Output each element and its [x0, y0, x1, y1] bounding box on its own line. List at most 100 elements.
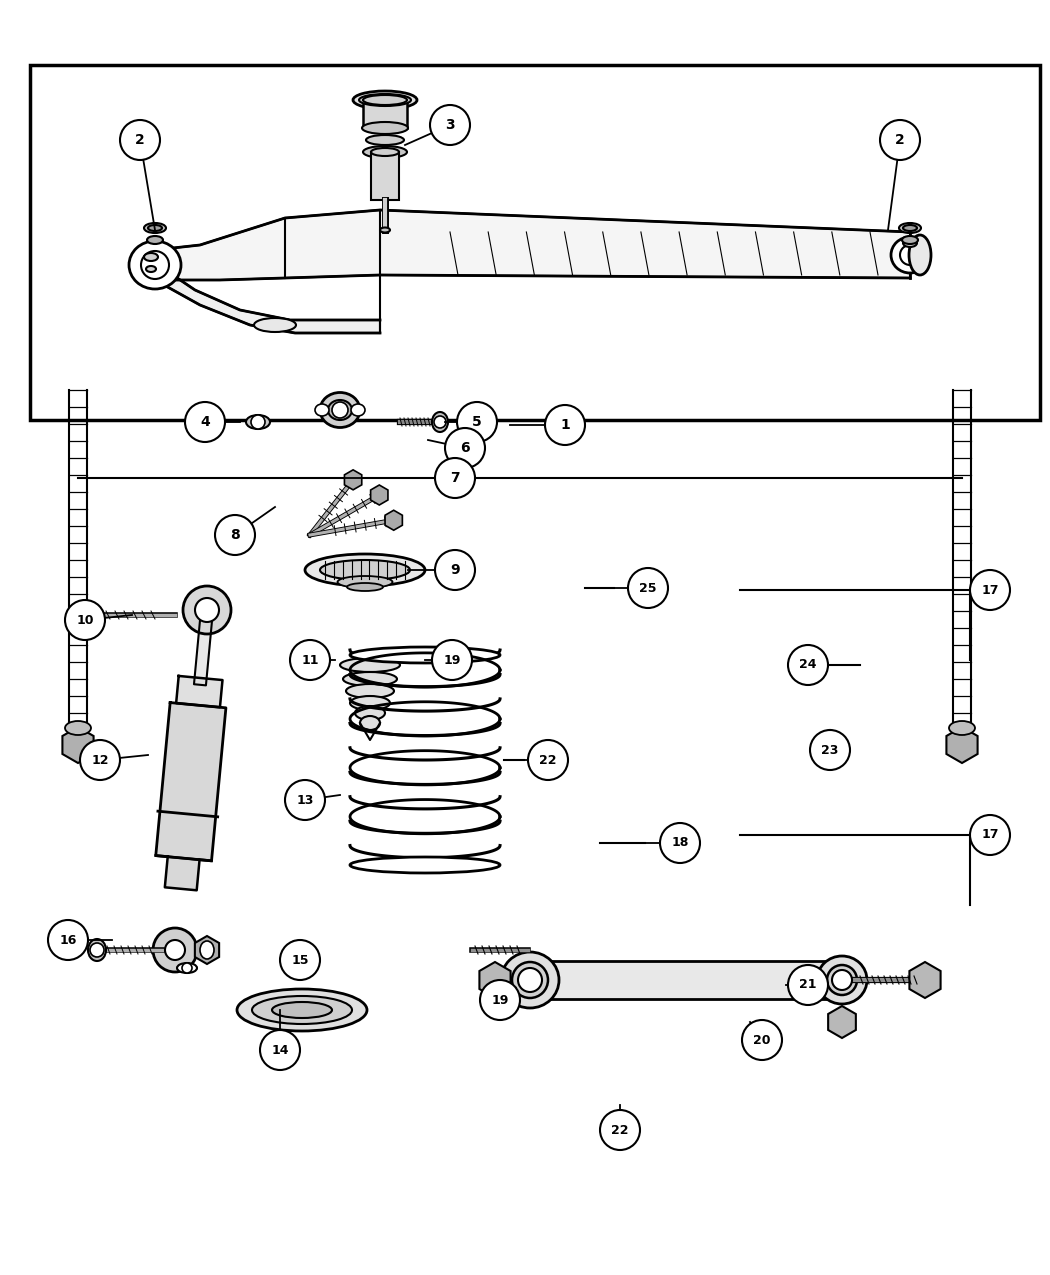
- Text: 5: 5: [472, 414, 482, 428]
- Text: 10: 10: [77, 613, 93, 626]
- Ellipse shape: [359, 94, 411, 106]
- Ellipse shape: [899, 223, 921, 233]
- Ellipse shape: [88, 938, 106, 961]
- Ellipse shape: [320, 560, 410, 580]
- Text: 6: 6: [460, 441, 469, 455]
- Ellipse shape: [129, 241, 181, 289]
- Circle shape: [285, 780, 326, 820]
- Ellipse shape: [501, 952, 559, 1009]
- Circle shape: [480, 980, 520, 1020]
- Ellipse shape: [363, 147, 407, 158]
- Circle shape: [78, 608, 92, 622]
- Ellipse shape: [351, 404, 365, 416]
- Circle shape: [545, 405, 585, 445]
- Ellipse shape: [902, 236, 918, 244]
- Ellipse shape: [76, 604, 94, 626]
- Circle shape: [788, 645, 828, 685]
- Circle shape: [832, 970, 852, 989]
- Circle shape: [280, 940, 320, 980]
- Circle shape: [80, 740, 120, 780]
- Ellipse shape: [512, 963, 548, 998]
- Text: 25: 25: [639, 581, 656, 594]
- Ellipse shape: [891, 237, 929, 273]
- Ellipse shape: [903, 238, 917, 247]
- Ellipse shape: [200, 941, 214, 959]
- Circle shape: [628, 567, 668, 608]
- Ellipse shape: [340, 658, 400, 672]
- Ellipse shape: [237, 989, 368, 1031]
- Ellipse shape: [827, 965, 857, 994]
- Circle shape: [251, 414, 265, 428]
- Text: 24: 24: [799, 658, 817, 672]
- Ellipse shape: [371, 148, 399, 156]
- Circle shape: [120, 120, 160, 159]
- Text: 22: 22: [611, 1123, 629, 1136]
- Text: 2: 2: [135, 133, 145, 147]
- Text: 2: 2: [895, 133, 905, 147]
- Text: 22: 22: [540, 754, 557, 766]
- Ellipse shape: [252, 996, 352, 1024]
- Circle shape: [970, 815, 1010, 856]
- Circle shape: [182, 963, 192, 973]
- Ellipse shape: [320, 393, 360, 427]
- Circle shape: [153, 928, 197, 972]
- Circle shape: [600, 1111, 640, 1150]
- Ellipse shape: [350, 646, 500, 663]
- Polygon shape: [165, 857, 200, 890]
- Text: 8: 8: [230, 528, 239, 542]
- Circle shape: [434, 416, 446, 428]
- Text: 19: 19: [491, 993, 508, 1006]
- Circle shape: [65, 601, 105, 640]
- Ellipse shape: [363, 96, 407, 105]
- Ellipse shape: [432, 412, 448, 432]
- Text: 4: 4: [201, 414, 210, 428]
- Ellipse shape: [146, 266, 156, 272]
- Text: 15: 15: [291, 954, 309, 966]
- Circle shape: [660, 822, 700, 863]
- Circle shape: [445, 428, 485, 468]
- Text: 16: 16: [59, 933, 77, 946]
- Polygon shape: [155, 210, 910, 280]
- Text: 9: 9: [450, 564, 460, 578]
- Circle shape: [290, 640, 330, 680]
- Bar: [30, 65, 1040, 419]
- Circle shape: [810, 731, 851, 770]
- Ellipse shape: [343, 672, 397, 686]
- Bar: [363, 99, 407, 128]
- Ellipse shape: [246, 414, 270, 428]
- Text: 17: 17: [982, 829, 999, 842]
- Circle shape: [432, 640, 472, 680]
- Ellipse shape: [380, 227, 390, 232]
- Ellipse shape: [315, 404, 329, 416]
- Text: 19: 19: [443, 654, 461, 667]
- Polygon shape: [155, 703, 226, 861]
- Ellipse shape: [346, 683, 394, 697]
- Circle shape: [183, 586, 231, 634]
- Text: 20: 20: [753, 1034, 771, 1047]
- Polygon shape: [194, 609, 213, 686]
- Circle shape: [880, 120, 920, 159]
- Circle shape: [430, 105, 470, 145]
- Text: 17: 17: [982, 584, 999, 597]
- Text: 23: 23: [821, 743, 839, 756]
- Ellipse shape: [272, 1002, 332, 1017]
- Circle shape: [435, 458, 475, 499]
- Text: 7: 7: [450, 470, 460, 484]
- Circle shape: [165, 940, 185, 960]
- Ellipse shape: [350, 857, 500, 873]
- Ellipse shape: [350, 696, 390, 710]
- Ellipse shape: [141, 251, 169, 279]
- Ellipse shape: [148, 224, 162, 231]
- Ellipse shape: [362, 122, 408, 134]
- Bar: [371, 152, 399, 200]
- Circle shape: [435, 550, 475, 590]
- Text: 1: 1: [560, 418, 570, 432]
- Ellipse shape: [366, 135, 404, 145]
- Text: 13: 13: [296, 793, 314, 807]
- Circle shape: [788, 965, 828, 1005]
- Ellipse shape: [337, 576, 393, 588]
- Polygon shape: [155, 263, 380, 333]
- Ellipse shape: [909, 235, 931, 275]
- Circle shape: [185, 402, 225, 442]
- Ellipse shape: [65, 720, 91, 734]
